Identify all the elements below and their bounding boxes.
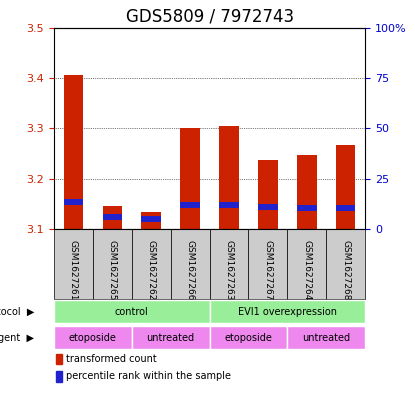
Bar	[336, 145, 356, 230]
Text: untreated: untreated	[146, 332, 195, 343]
Text: control: control	[115, 307, 149, 317]
Text: GSM1627264: GSM1627264	[303, 240, 311, 300]
Bar	[181, 129, 200, 230]
FancyBboxPatch shape	[132, 326, 210, 349]
FancyBboxPatch shape	[326, 230, 365, 299]
Text: GSM1627261: GSM1627261	[69, 240, 78, 300]
Bar	[142, 216, 161, 222]
FancyBboxPatch shape	[171, 230, 210, 299]
Text: percentile rank within the sample: percentile rank within the sample	[66, 371, 231, 382]
Title: GDS5809 / 7972743: GDS5809 / 7972743	[125, 8, 294, 26]
FancyBboxPatch shape	[54, 326, 132, 349]
Bar	[56, 371, 62, 382]
Bar	[297, 205, 317, 211]
Text: transformed count: transformed count	[66, 354, 156, 364]
FancyBboxPatch shape	[54, 230, 93, 299]
FancyBboxPatch shape	[93, 230, 132, 299]
Text: untreated: untreated	[302, 332, 350, 343]
Text: agent  ▶: agent ▶	[0, 332, 34, 343]
Bar	[219, 202, 239, 208]
Text: GSM1627265: GSM1627265	[108, 240, 117, 300]
Bar	[63, 75, 83, 230]
FancyBboxPatch shape	[210, 326, 287, 349]
Bar	[336, 205, 356, 211]
Text: GSM1627263: GSM1627263	[225, 240, 234, 300]
FancyBboxPatch shape	[287, 326, 365, 349]
Bar	[56, 354, 62, 364]
Text: GSM1627267: GSM1627267	[264, 240, 272, 300]
FancyBboxPatch shape	[210, 230, 249, 299]
Text: EVI1 overexpression: EVI1 overexpression	[238, 307, 337, 317]
FancyBboxPatch shape	[287, 230, 326, 299]
FancyBboxPatch shape	[132, 230, 171, 299]
Bar	[103, 206, 122, 230]
Bar	[219, 126, 239, 230]
Text: etoposide: etoposide	[69, 332, 117, 343]
Bar	[297, 155, 317, 230]
Bar	[103, 214, 122, 220]
Bar	[142, 212, 161, 230]
Text: etoposide: etoposide	[225, 332, 272, 343]
Bar	[181, 202, 200, 208]
Bar	[63, 198, 83, 205]
FancyBboxPatch shape	[210, 300, 365, 323]
Text: GSM1627266: GSM1627266	[186, 240, 195, 300]
FancyBboxPatch shape	[249, 230, 287, 299]
Text: protocol  ▶: protocol ▶	[0, 307, 34, 317]
Bar	[258, 204, 278, 210]
FancyBboxPatch shape	[54, 300, 210, 323]
Bar	[258, 160, 278, 230]
Text: GSM1627268: GSM1627268	[341, 240, 350, 300]
Text: GSM1627262: GSM1627262	[147, 240, 156, 300]
